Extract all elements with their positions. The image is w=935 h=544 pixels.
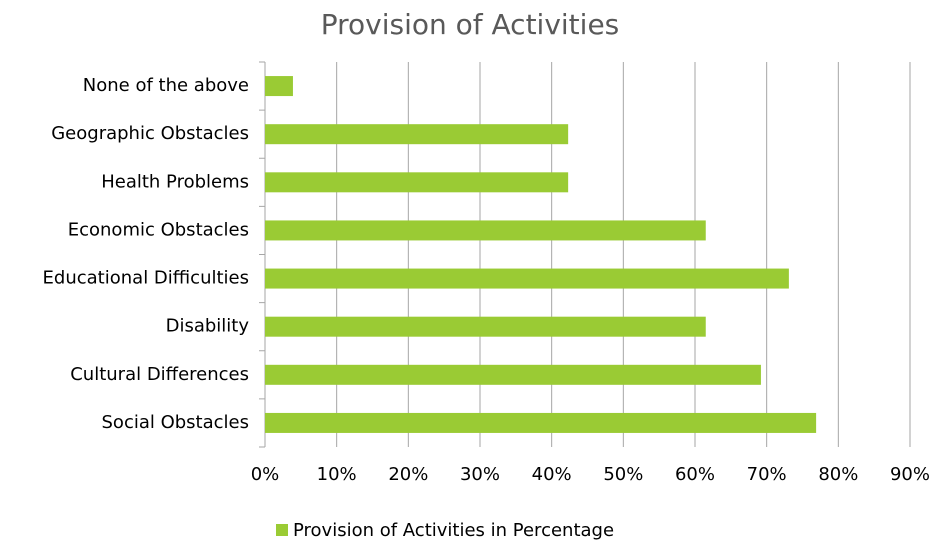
y-tick-label: Health Problems: [101, 171, 249, 192]
x-tick-label: 20%: [388, 464, 428, 485]
x-tick-label: 80%: [818, 464, 858, 485]
y-tick-label: Disability: [166, 316, 250, 337]
y-tick-label: Geographic Obstacles: [51, 123, 249, 144]
y-tick-label: Economic Obstacles: [68, 219, 249, 240]
bar: [265, 364, 761, 385]
bar: [265, 268, 789, 289]
x-tick-label: 50%: [603, 464, 643, 485]
chart-title: Provision of Activities: [321, 8, 620, 41]
y-tick-label: None of the above: [83, 75, 249, 96]
bar: [265, 172, 569, 193]
legend-swatch: [276, 524, 288, 536]
bar: [265, 124, 569, 145]
legend-label: Provision of Activities in Percentage: [293, 520, 614, 541]
bar: [265, 412, 817, 433]
bar: [265, 316, 706, 337]
bar: [265, 76, 293, 97]
x-tick-label: 90%: [890, 464, 930, 485]
y-tick-label: Educational Difficulties: [43, 268, 249, 289]
x-tick-label: 40%: [532, 464, 572, 485]
x-tick-label: 30%: [460, 464, 500, 485]
y-tick-label: Social Obstacles: [102, 412, 250, 433]
x-tick-label: 10%: [317, 464, 357, 485]
x-tick-label: 70%: [747, 464, 787, 485]
x-tick-label: 60%: [675, 464, 715, 485]
y-tick-label: Cultural Differences: [70, 364, 249, 385]
bar: [265, 220, 706, 241]
x-tick-label: 0%: [251, 464, 280, 485]
